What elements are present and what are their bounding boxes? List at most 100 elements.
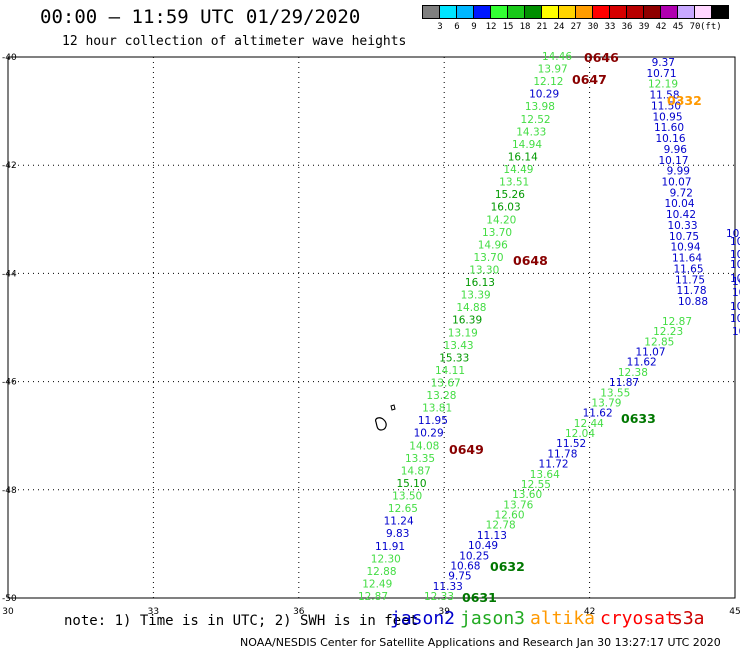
scale-label: 18 <box>519 22 531 32</box>
track-west-swh-value: 16.39 <box>452 315 482 327</box>
track-west-swh-value: 15.33 <box>439 352 469 364</box>
track-east-swh-value: 11.64 <box>672 253 702 265</box>
track-middle-swh-value: 12.78 <box>486 520 516 532</box>
track-west-swh-value: 11.24 <box>384 516 414 528</box>
edge-swh-value: 10 <box>732 326 740 338</box>
track-middle-swh-value: 11.78 <box>547 448 577 460</box>
page-subtitle: 12 hour collection of altimeter wave hei… <box>62 34 407 49</box>
edge-swh-value: 10.9 <box>732 287 740 299</box>
altimeter-tracks: 14.4613.9712.1210.2913.9812.5214.3314.94… <box>358 51 740 603</box>
track-west-swh-value: 14.49 <box>503 164 533 176</box>
pass-time-0332: 0332 <box>667 93 702 108</box>
pass-time-0649: 0649 <box>449 442 484 457</box>
track-west-swh-value: 12.52 <box>521 114 551 126</box>
edge-swh-value: 10 <box>730 273 740 285</box>
track-west-swh-value: 13.98 <box>525 101 555 113</box>
track-west-swh-value: 14.08 <box>409 440 439 452</box>
legend-note: note: 1) Time is in UTC; 2) SWH is in fe… <box>64 613 419 629</box>
track-west-swh-value: 14.46 <box>542 51 572 63</box>
lat-lon-grid <box>7 56 736 599</box>
pass-time-0648: 0648 <box>513 253 548 268</box>
track-west-swh-value: 12.65 <box>388 503 418 515</box>
track-middle-swh-value: 12.04 <box>565 428 595 440</box>
lat-tick-label: -44 <box>2 269 17 279</box>
track-middle-swh-value: 12.87 <box>662 316 692 328</box>
scale-label: (ft) <box>700 22 722 32</box>
track-west-swh-value: 12.88 <box>366 566 396 578</box>
lon-tick-label: 42 <box>584 607 595 617</box>
track-middle-swh-value: 9.75 <box>448 571 471 583</box>
track-west-swh-value: 16.03 <box>491 202 521 214</box>
scale-label: 45 <box>672 22 684 32</box>
track-middle-swh-value: 11.33 <box>433 581 463 593</box>
track-west-swh-value: 14.96 <box>478 239 508 251</box>
track-west-swh-value: 13.30 <box>469 264 499 276</box>
track-east-swh-value: 11.65 <box>673 263 703 275</box>
track-west-swh-value: 13.35 <box>405 453 435 465</box>
track-east-swh-value: 10.75 <box>669 231 699 243</box>
track-west-swh-value: 11.91 <box>375 541 405 553</box>
scale-label: 33 <box>604 22 616 32</box>
track-middle-swh-value: 12.23 <box>653 326 683 338</box>
track-east-swh-value: 10.88 <box>678 296 708 308</box>
track-middle-swh-value: 12.60 <box>494 510 524 522</box>
track-west-swh-value: 15.10 <box>396 478 426 490</box>
track-middle-swh-value: 13.55 <box>600 387 630 399</box>
track-west-swh-value: 13.51 <box>499 177 529 189</box>
lat-tick-label: -40 <box>2 53 17 63</box>
track-middle-swh-value: 12.55 <box>521 479 551 491</box>
track-west-swh-value: 13.67 <box>431 378 461 390</box>
track-east-swh-value: 11.58 <box>649 90 679 102</box>
track-middle-swh-value: 10.49 <box>468 540 498 552</box>
track-west-swh-value: 13.39 <box>461 290 491 302</box>
track-middle-swh-value: 12.85 <box>644 336 674 348</box>
lon-tick-label: 36 <box>293 607 305 617</box>
edge-swh-value: 10 <box>730 313 740 325</box>
track-middle-swh-value: 10.25 <box>459 550 489 562</box>
page-title: 00:00 – 11:59 UTC 01/29/2020 <box>40 6 361 28</box>
edge-swh-value: 10 <box>730 236 740 248</box>
scale-label: 3 <box>437 22 443 32</box>
track-west-swh-value: 16.14 <box>508 151 538 163</box>
track-middle-swh-value: 12.33 <box>424 591 454 603</box>
track-east-swh-value: 11.60 <box>654 122 684 134</box>
track-west-swh-value: 14.11 <box>435 365 465 377</box>
legend-s3a: s3a <box>672 608 705 629</box>
track-west-swh-value: 13.19 <box>448 327 478 339</box>
track-east-swh-value: 11.75 <box>675 274 705 286</box>
wave-height-color-scale <box>422 5 729 19</box>
track-middle-swh-value: 11.72 <box>539 459 569 471</box>
track-east-swh-value: 9.99 <box>667 166 690 178</box>
lon-tick-label: 39 <box>438 607 450 617</box>
track-west-swh-value: 10.29 <box>529 89 559 101</box>
track-east-swh-value: 10.07 <box>661 177 691 189</box>
track-west-swh-value: 13.70 <box>482 227 512 239</box>
track-middle-swh-value: 13.64 <box>530 469 560 481</box>
scale-label: 6 <box>454 22 460 32</box>
edge-swh-value: 10. <box>730 301 740 313</box>
track-middle-swh-value: 11.52 <box>556 438 586 450</box>
lat-tick-label: -46 <box>2 378 17 388</box>
color-scale-labels: 3 6 9 12 15 18 21 24 27 30 33 36 39 42 45 70 (ft) <box>422 22 740 34</box>
pass-time-0632: 0632 <box>490 559 525 574</box>
edge-swh-value: 10 <box>730 259 740 271</box>
pass-time-0647: 0647 <box>572 72 607 87</box>
legend-jason3: jason3 <box>460 608 526 629</box>
track-east-swh-value: 11.50 <box>651 100 681 112</box>
track-west-swh-value: 14.88 <box>456 302 486 314</box>
track-east-swh-value: 10.16 <box>655 133 685 145</box>
edge-swh-value: 10 <box>730 249 740 261</box>
legend-cryosat: cryosat <box>600 608 676 629</box>
track-middle-swh-value: 11.07 <box>635 347 665 359</box>
track-west-swh-value: 13.97 <box>538 64 568 76</box>
track-west-swh-value: 12.12 <box>533 76 563 88</box>
track-east-swh-value: 10.42 <box>666 209 696 221</box>
track-middle-swh-value: 11.62 <box>627 357 657 369</box>
track-west-swh-value: 13.43 <box>444 340 474 352</box>
lon-tick-label: 45 <box>729 607 740 617</box>
track-west-swh-value: 14.94 <box>512 139 542 151</box>
track-middle-swh-value: 13.76 <box>503 499 533 511</box>
pass-time-0633: 0633 <box>621 411 656 426</box>
lat-tick-label: -42 <box>2 161 17 171</box>
track-west-swh-value: 13.70 <box>473 252 503 264</box>
